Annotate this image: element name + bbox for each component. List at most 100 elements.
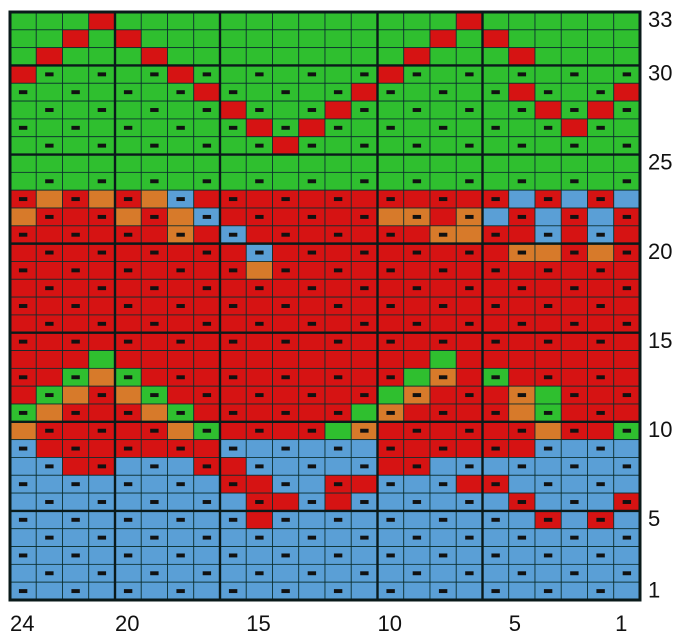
chart-cell [587, 421, 615, 441]
chart-cell [88, 350, 116, 369]
chart-cell [534, 11, 562, 31]
chart-cell [219, 65, 247, 84]
chart-cell [403, 296, 431, 316]
chart-cell [140, 546, 168, 565]
stitch-mark [386, 304, 395, 308]
stitch-mark [360, 214, 369, 219]
stitch-mark [228, 268, 238, 273]
chart-cell [508, 154, 536, 173]
chart-cell [508, 261, 536, 280]
chart-cell [272, 100, 300, 120]
chart-cell [403, 225, 431, 245]
stitch-mark [202, 143, 212, 148]
stitch-mark [202, 321, 212, 326]
chart-cell [560, 189, 588, 209]
stitch-mark [123, 375, 133, 380]
chart-cell [35, 261, 63, 280]
stitch-mark [255, 321, 264, 326]
stitch-mark [596, 553, 605, 558]
stitch-mark [517, 143, 527, 148]
chart-cell [88, 154, 116, 173]
stitch-mark [360, 464, 369, 469]
chart-cell [534, 29, 562, 49]
chart-cell [560, 82, 588, 102]
stitch-mark [228, 339, 238, 344]
stitch-mark [491, 553, 500, 558]
stitch-mark [18, 482, 28, 487]
chart-cell [298, 439, 326, 458]
chart-cell [482, 243, 510, 262]
chart-cell [167, 350, 195, 369]
stitch-mark [360, 535, 369, 540]
stitch-mark [412, 108, 422, 112]
chart-cell [377, 171, 405, 191]
chart-cell [35, 189, 63, 209]
chart-cell [245, 154, 273, 173]
chart-cell [9, 207, 37, 227]
stitch-mark [97, 214, 107, 219]
stitch-mark [228, 125, 238, 130]
stitch-mark [71, 410, 80, 415]
chart-cell [350, 261, 378, 280]
stitch-mark [622, 571, 632, 576]
stitch-mark [176, 232, 185, 237]
chart-cell [350, 546, 378, 565]
stitch-mark [543, 304, 553, 308]
stitch-mark [97, 250, 107, 255]
stitch-mark [570, 214, 579, 219]
chart-cell [9, 528, 37, 547]
chart-cell [508, 332, 536, 351]
chart-cell [534, 563, 562, 583]
stitch-mark [97, 108, 107, 112]
stitch-mark [465, 179, 474, 184]
chart-border [8, 10, 642, 602]
stitch-mark [176, 410, 185, 415]
chart-cell [167, 11, 195, 31]
stitch-mark [176, 304, 185, 308]
stitch-mark [18, 375, 28, 380]
chart-cell [403, 439, 431, 458]
stitch-mark [176, 197, 185, 202]
chart-cell [219, 457, 247, 476]
chart-cell [508, 439, 536, 458]
stitch-mark [517, 214, 527, 219]
chart-cell [9, 314, 37, 334]
stitch-mark [281, 304, 290, 308]
chart-cell [403, 332, 431, 351]
chart-cell [219, 11, 247, 31]
stitch-mark [438, 232, 448, 237]
column-label: 1 [615, 611, 627, 636]
chart-cell [455, 439, 483, 458]
column-label: 15 [246, 611, 270, 636]
chart-cell [245, 225, 273, 245]
chart-cell [587, 11, 615, 31]
chart-cell [114, 492, 142, 512]
chart-cell [508, 350, 536, 369]
stitch-mark [412, 179, 422, 184]
chart-cell [272, 11, 300, 31]
stitch-mark [412, 321, 422, 326]
stitch-mark [622, 214, 632, 219]
chart-cell [114, 29, 142, 49]
chart-cell [9, 385, 37, 405]
chart-cell [324, 171, 352, 191]
stitch-mark [97, 428, 107, 433]
chart-cell [324, 11, 352, 31]
stitch-mark [71, 482, 80, 487]
chart-cell [324, 136, 352, 155]
stitch-mark [412, 286, 422, 291]
stitch-mark [150, 571, 159, 576]
chart-cell [140, 296, 168, 316]
stitch-mark [570, 250, 579, 255]
stitch-mark [307, 108, 317, 112]
stitch-mark [570, 464, 579, 469]
chart-cell [560, 350, 588, 369]
stitch-mark [71, 268, 80, 273]
stitch-mark [360, 108, 369, 112]
chart-cell [534, 278, 562, 298]
chart-cell [324, 100, 352, 120]
chart-cell [88, 403, 116, 423]
stitch-mark [18, 304, 28, 308]
chart-cell [193, 11, 221, 31]
stitch-mark [281, 375, 290, 380]
